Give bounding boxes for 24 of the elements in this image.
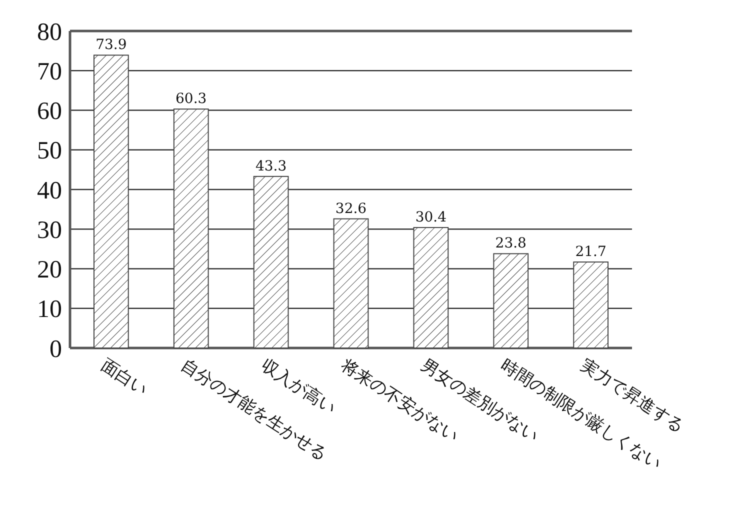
bar: [253, 176, 289, 348]
data-label: 73.9: [96, 37, 127, 54]
y-tick-label: 70: [37, 58, 62, 86]
y-tick-label: 20: [37, 256, 62, 284]
bar: [493, 253, 529, 348]
bar: [173, 108, 209, 348]
y-tick-label: 40: [37, 177, 62, 204]
data-label: 60.3: [176, 91, 207, 108]
y-tick-label: 80: [37, 18, 62, 46]
x-tick-label: 面白い: [97, 355, 151, 400]
data-label: 30.4: [415, 210, 447, 226]
y-tick-label: 30: [37, 216, 62, 244]
y-tick-label: 60: [37, 98, 62, 125]
data-label: 43.3: [255, 158, 287, 174]
y-tick-label: 50: [37, 138, 62, 165]
data-label: 23.8: [495, 236, 526, 252]
bar: [573, 262, 609, 348]
bar: [93, 54, 129, 348]
data-label: 21.7: [575, 244, 606, 260]
y-tick-label: 0: [50, 336, 62, 363]
data-label: 32.6: [335, 200, 367, 217]
bar: [333, 218, 369, 348]
bar: [413, 227, 449, 348]
y-tick-label: 10: [37, 296, 62, 324]
